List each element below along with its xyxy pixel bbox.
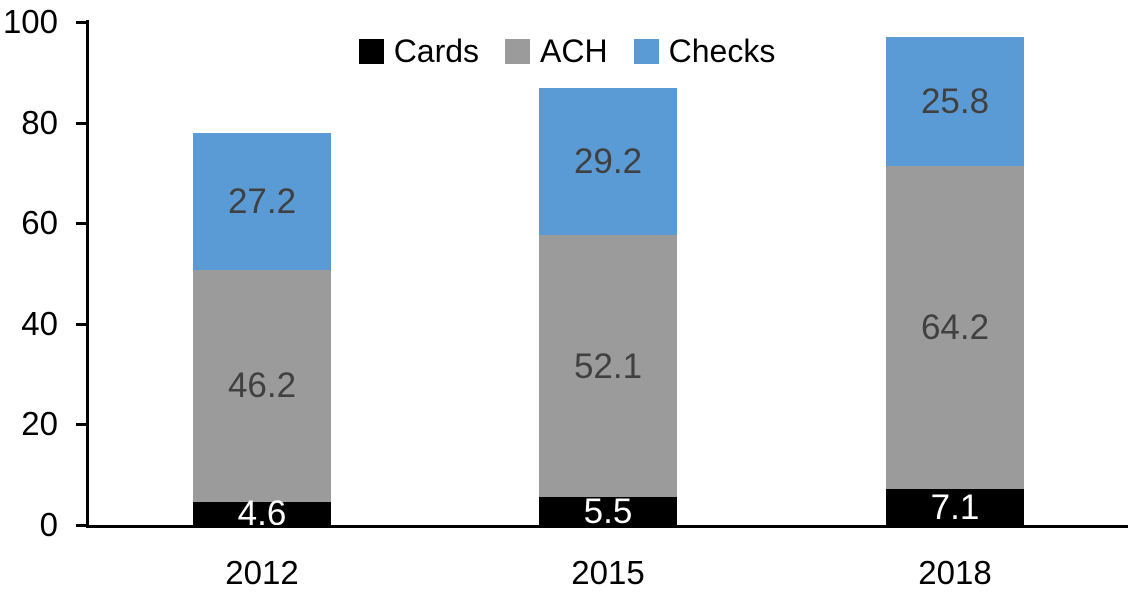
y-axis-line [86, 20, 89, 528]
bar-2015-cards-segment: 5.5 [539, 494, 677, 529]
y-axis-tick-label-60: 60 [21, 204, 58, 242]
bar-2015-checks-segment: 29.2 [539, 88, 677, 236]
bar-2018-cards-segment: 7.1 [886, 489, 1024, 525]
y-axis-tick-label-80: 80 [21, 103, 58, 141]
data-label-2018-checks: 25.8 [920, 81, 990, 121]
legend-swatch-ach-icon [505, 38, 531, 64]
chart-legend: Cards ACH Checks [0, 34, 1134, 68]
x-axis-line [86, 525, 1128, 528]
data-label-2015-checks: 29.2 [573, 142, 643, 182]
bar-2012-cards-segment: 4.6 [193, 496, 331, 531]
y-axis-tick-0 [76, 524, 86, 527]
legend-label-cards: Cards [393, 33, 480, 69]
x-axis-label-2012: 2012 [225, 554, 299, 591]
legend-item-cards: Cards [358, 33, 480, 69]
bar-2015: 5.5 52.1 29.2 [539, 88, 677, 529]
data-label-2012-ach: 46.2 [227, 366, 297, 406]
y-axis-tick-40 [76, 322, 86, 326]
y-axis-tick-label-40: 40 [21, 304, 58, 342]
y-axis-tick-80 [76, 121, 86, 125]
legend-label-checks: Checks [668, 33, 776, 69]
legend-item-checks: Checks [633, 33, 776, 69]
bar-2012-checks-segment: 27.2 [193, 132, 331, 270]
bar-2015-ach-segment: 52.1 [539, 235, 677, 498]
x-axis-label-2018: 2018 [918, 554, 992, 591]
legend-label-ach: ACH [540, 33, 608, 69]
bar-2018-ach-segment: 64.2 [886, 166, 1024, 490]
y-axis-tick-20 [76, 423, 86, 427]
bar-2012: 4.6 46.2 27.2 [193, 132, 331, 531]
y-axis-tick-60 [76, 222, 86, 226]
y-axis-tick-label-0: 0 [39, 506, 58, 543]
data-label-2015-cards: 5.5 [583, 491, 633, 531]
data-label-2018-ach: 64.2 [920, 308, 990, 348]
bar-2018: 7.1 64.2 25.8 [886, 36, 1024, 525]
y-axis-tick-100 [76, 21, 86, 24]
data-label-2018-cards: 7.1 [930, 487, 980, 527]
y-axis-tick-label-20: 20 [21, 405, 58, 443]
legend-item-ach: ACH [505, 34, 608, 68]
bar-2018-checks-segment: 25.8 [886, 36, 1024, 167]
legend-swatch-cards-icon [358, 38, 384, 64]
y-axis-tick-label-100: 100 [2, 3, 58, 40]
data-label-2012-checks: 27.2 [227, 181, 297, 221]
legend-swatch-checks-icon [633, 38, 659, 64]
bar-2012-ach-segment: 46.2 [193, 269, 331, 502]
data-label-2015-ach: 52.1 [573, 346, 643, 386]
x-axis-label-2015: 2015 [571, 554, 645, 591]
